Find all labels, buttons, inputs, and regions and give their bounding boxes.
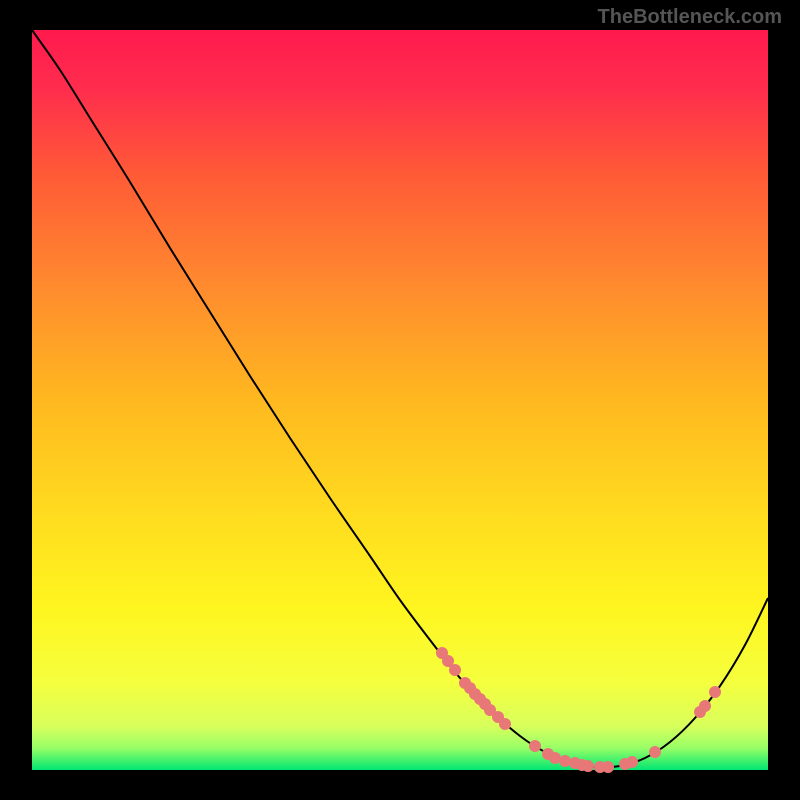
data-marker xyxy=(626,756,638,768)
chart-svg xyxy=(0,0,800,800)
data-marker xyxy=(559,755,571,767)
data-marker xyxy=(529,740,541,752)
plot-background xyxy=(32,30,768,770)
watermark-text: TheBottleneck.com xyxy=(598,6,782,29)
chart-canvas: TheBottleneck.com xyxy=(0,0,800,800)
data-marker xyxy=(602,761,614,773)
data-marker xyxy=(449,664,461,676)
data-marker xyxy=(649,746,661,758)
data-marker xyxy=(499,718,511,730)
data-marker xyxy=(582,760,594,772)
data-marker xyxy=(699,700,711,712)
data-marker xyxy=(709,686,721,698)
